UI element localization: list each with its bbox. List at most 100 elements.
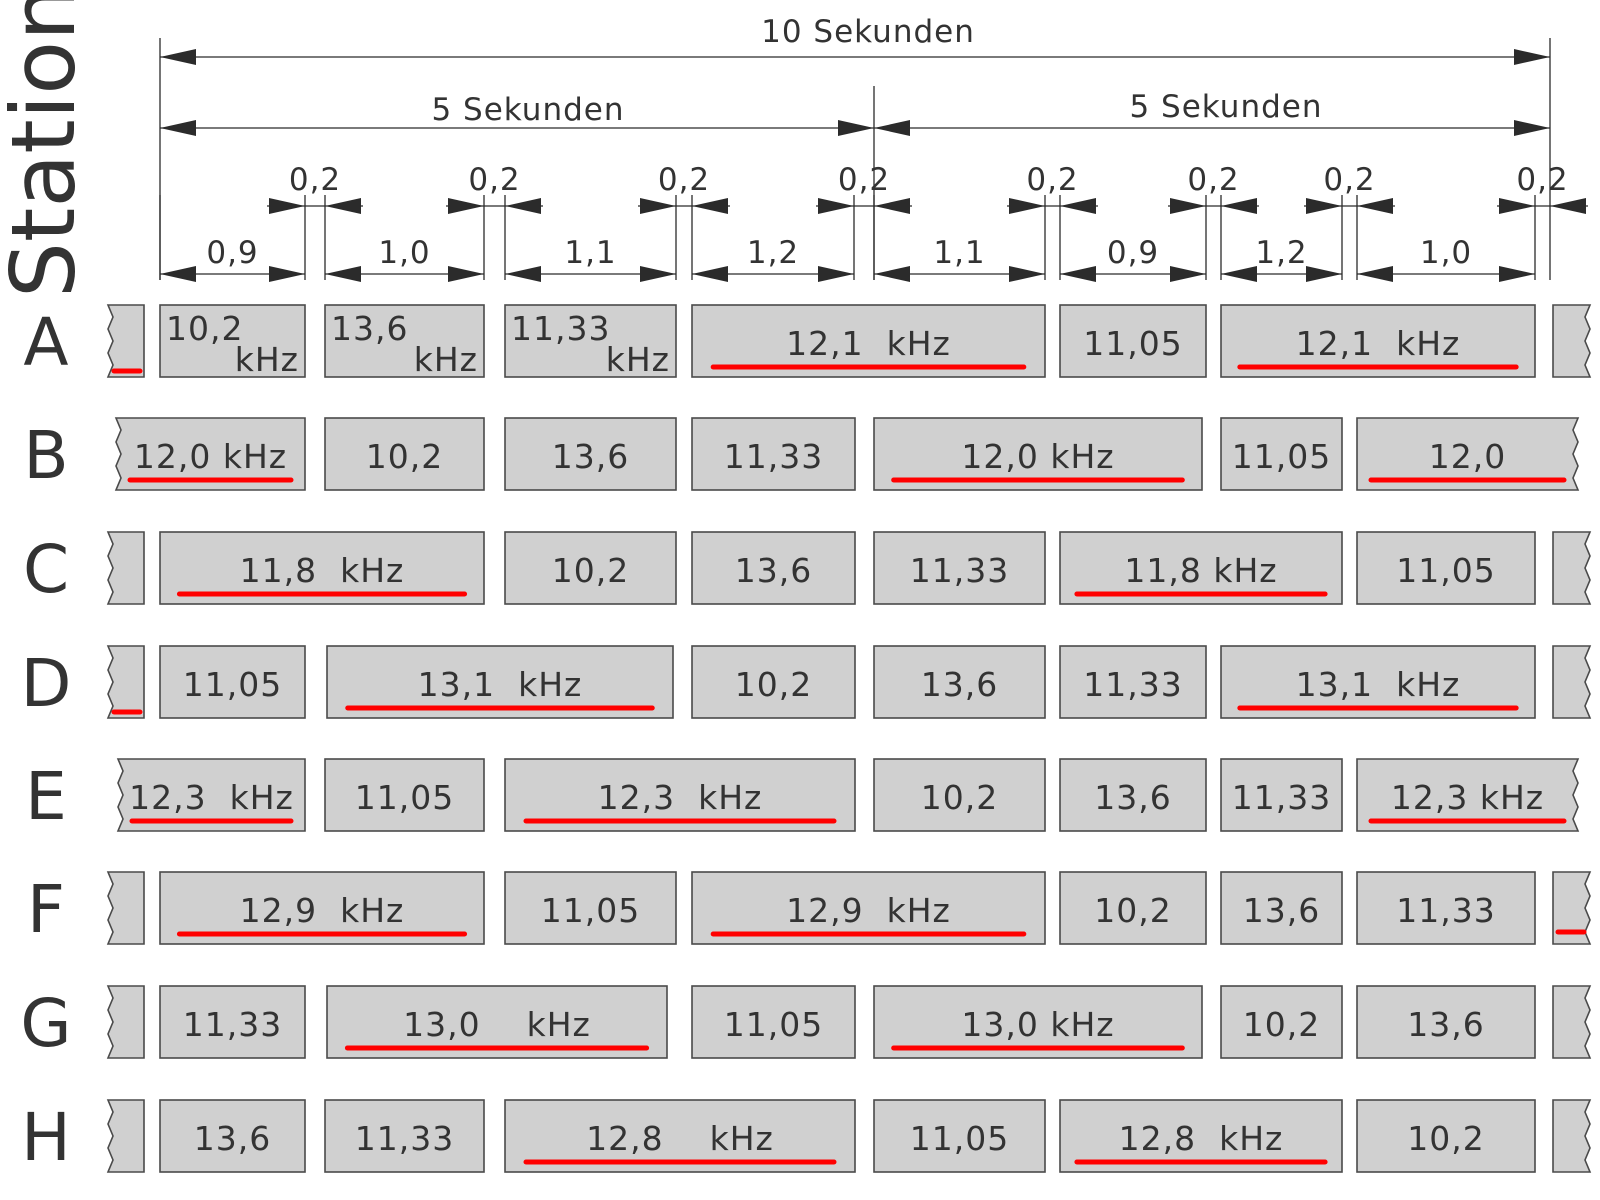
frequency-cell: 11,33 — [691, 417, 856, 491]
cell-box — [1356, 871, 1536, 945]
station-label: H — [21, 1099, 71, 1176]
duration-label: 1,1 — [564, 235, 616, 271]
frequency-value: 13,6 — [1243, 891, 1320, 930]
arrowhead — [640, 266, 676, 282]
frequency-cell: 11,05 — [873, 1099, 1046, 1173]
arrowhead — [448, 266, 484, 282]
station-label: E — [25, 758, 67, 835]
frequency-cell: 10,2 — [504, 531, 677, 605]
frequency-value: 10,2 — [921, 778, 998, 817]
station-label: F — [27, 871, 65, 948]
row-end-fragment — [1552, 871, 1592, 945]
frequency-value: 11,05 — [355, 778, 454, 817]
arrowhead — [1357, 266, 1393, 282]
frequency-value: 11,33 — [1396, 891, 1495, 930]
frequency-value: 11,33 — [511, 309, 610, 348]
cell-box — [691, 645, 856, 719]
frequency-value: 10,2 — [1094, 891, 1171, 930]
row-end-fragment — [1552, 985, 1592, 1059]
total-duration-label: 10 Sekunden — [761, 14, 975, 50]
frequency-cell: 11,33 — [324, 1099, 485, 1173]
row-start-fragment — [106, 1099, 145, 1173]
frequency-cell: 13,6 — [1059, 758, 1207, 832]
arrowhead — [1306, 266, 1342, 282]
frequency-cell: 11,33 — [1220, 758, 1343, 832]
cell-box — [691, 417, 856, 491]
row-start-fragment — [106, 304, 145, 378]
frequency-value: 11,33 — [910, 551, 1009, 590]
gap-arrowhead — [1060, 198, 1096, 214]
station-row-h: H 13,6 11,33 12,8 kHz 11,05 12,8 kHz 10,2 — [21, 1099, 1592, 1176]
frequency-cell: 11,33 — [1356, 871, 1536, 945]
frequency-cell: 12,0 kHz — [873, 417, 1203, 491]
station-row-f: F 12,9 kHz 11,05 12,9 kHz 10,2 13,6 11,33 — [27, 871, 1592, 948]
frequency-cell: 10,2 — [1356, 1099, 1536, 1173]
gap-arrowhead — [1306, 198, 1342, 214]
frequency-cell: 13,6 — [873, 645, 1046, 719]
frequency-value: 11,05 — [183, 665, 282, 704]
duration-label: 1,0 — [1420, 235, 1472, 271]
frequency-cell: 12,1 kHz — [691, 304, 1046, 378]
frequency-value: 12,9 kHz — [240, 891, 405, 930]
gap-arrowhead — [874, 198, 910, 214]
row-start-fragment — [106, 531, 145, 605]
row-end-fragment — [1552, 1099, 1592, 1173]
half-duration-label: 5 Sekunden — [431, 92, 624, 128]
frequency-cell: 11,05 — [324, 758, 485, 832]
arrowhead — [1221, 266, 1257, 282]
row-end-fragment — [1552, 531, 1592, 605]
cell-box — [504, 531, 677, 605]
gap-arrowhead — [1550, 198, 1586, 214]
frequency-cell: 13,6 — [691, 531, 856, 605]
cell-box — [1220, 871, 1343, 945]
arrowhead — [692, 266, 728, 282]
cell-box — [873, 758, 1046, 832]
frequency-cell: 11,8 kHz — [159, 531, 485, 605]
frequency-value: 13,6 — [921, 665, 998, 704]
arrowhead — [160, 266, 196, 282]
frequency-cell: 12,3 kHz — [504, 758, 856, 832]
frequency-cell: 10,2 — [873, 758, 1046, 832]
gap-duration-label: 0,2 — [1516, 162, 1568, 198]
duration-label: 1,2 — [747, 235, 799, 271]
cell-box — [1356, 417, 1580, 491]
frequency-cell: 11,05 — [1059, 304, 1207, 378]
gap-arrowhead — [448, 198, 484, 214]
arrowhead — [1060, 266, 1096, 282]
frequency-cell: 10,2 — [324, 417, 485, 491]
row-end-fragment — [1552, 645, 1592, 719]
timing-dimension-lines: 10 Sekunden 5 Sekunden 5 Sekunden 0,9 1,0 1,1… — [159, 14, 1588, 282]
cell-box — [1356, 758, 1580, 832]
frequency-cell: 11,33 — [873, 531, 1046, 605]
frequency-value: 13,6 — [735, 551, 812, 590]
gap-arrowhead — [1357, 198, 1393, 214]
frequency-value: 13,6 — [331, 309, 408, 348]
cell-box — [873, 531, 1046, 605]
frequency-value: 11,05 — [541, 891, 640, 930]
row-start-fragment — [106, 871, 145, 945]
gap-arrowhead — [1499, 198, 1535, 214]
frequency-cell: 10,2 — [691, 645, 856, 719]
station-row-d: D 11,05 13,1 kHz 10,2 13,6 11,33 13,1 kHz — [21, 645, 1592, 722]
gap-duration-label: 0,2 — [1026, 162, 1078, 198]
frequency-value: 11,05 — [724, 1005, 823, 1044]
station-axis-label: Station — [0, 0, 95, 298]
frequency-value: 11,33 — [183, 1005, 282, 1044]
station-row-g: G 11,33 13,0 kHz 11,05 13,0 kHz 10,2 13,6 — [20, 985, 1592, 1062]
frequency-cell: 12,8 kHz — [504, 1099, 856, 1173]
gap-duration-label: 0,2 — [289, 162, 341, 198]
cell-box — [1220, 417, 1343, 491]
frequency-cell: 12,9 kHz — [159, 871, 485, 945]
frequency-cell: 10,2 — [1220, 985, 1343, 1059]
frequency-value: 12,0 — [1429, 437, 1506, 476]
frequency-cell: 13,0 kHz — [873, 985, 1203, 1059]
frequency-cell: 13,6 — [1356, 985, 1536, 1059]
station-row-c: C 11,8 kHz 10,2 13,6 11,33 11,8 kHz 11,05 — [23, 531, 1592, 608]
frequency-value: 13,6 — [1407, 1005, 1484, 1044]
frequency-value: 11,05 — [1232, 437, 1331, 476]
frequency-value: 11,33 — [1232, 778, 1331, 817]
